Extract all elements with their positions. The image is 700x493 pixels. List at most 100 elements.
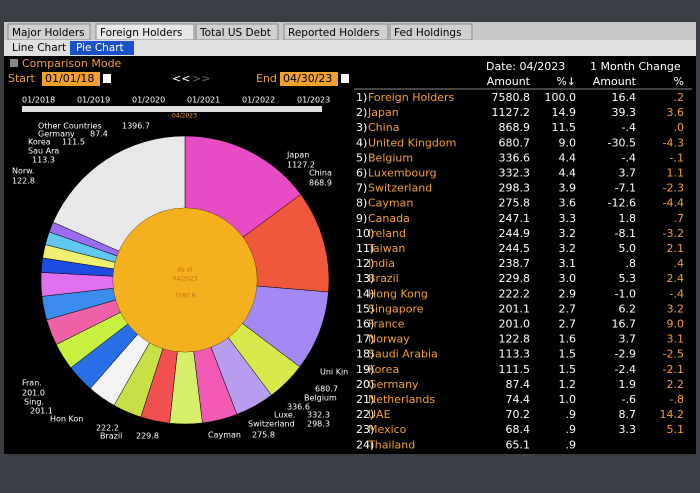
row-name[interactable]: Ireland [368,227,406,240]
column-header: Amount [593,75,637,88]
row-rank[interactable]: 4) [356,136,367,149]
row-rank[interactable]: 9) [356,212,367,225]
row-name[interactable]: Canada [368,212,410,225]
table-date: Date: 04/2023 [486,60,565,73]
row-name[interactable]: Foreign Holders [368,91,455,104]
pie-label-value: 229.8 [136,432,159,441]
row-name[interactable]: Cayman [368,197,413,210]
row-chg: 5.3 [619,272,637,285]
row-rank[interactable]: 15) [356,302,374,315]
start-value[interactable]: 01/01/18 [45,72,94,85]
end-label: End [256,72,277,85]
timeline-range [22,106,322,112]
row-name[interactable]: Brazil [368,272,399,285]
start-label: Start [8,72,36,85]
row-chg_pct: 1.1 [667,167,685,180]
pie-label-name: Sau Ara [28,147,59,156]
row-name[interactable]: United Kingdom [368,136,456,149]
row-chg: -.4 [622,121,636,134]
row-name[interactable]: Thailand [367,438,415,451]
row-rank[interactable]: 5) [356,151,367,164]
subtab-label[interactable]: Line Chart [12,42,66,54]
row-name[interactable]: Netherlands [368,393,435,406]
row-rank[interactable]: 10) [356,227,374,240]
row-rank[interactable]: 18) [356,348,374,361]
tab-label[interactable]: Total US Debt [199,27,271,39]
row-rank[interactable]: 13) [356,272,374,285]
row-chg_pct: .4 [674,257,685,270]
row-rank[interactable]: 12) [356,257,374,270]
pie-label-value: 1127.2 [287,161,315,170]
row-name[interactable]: Norway [368,333,410,346]
row-name[interactable]: Hong Kong [368,287,428,300]
row-amount: 680.7 [499,136,531,149]
row-rank[interactable]: 6) [356,167,367,180]
row-chg_pct: -.4 [670,287,684,300]
row-chg_pct: 3.1 [667,333,685,346]
row-rank[interactable]: 2) [356,106,367,119]
nav-fwd[interactable]: >> [192,72,210,85]
row-name[interactable]: Singapore [368,302,424,315]
row-name[interactable]: France [368,318,405,331]
row-rank[interactable]: 3) [356,121,367,134]
row-chg: 6.2 [619,302,637,315]
row-rank[interactable]: 24) [356,438,374,451]
tab-label[interactable]: Major Holders [12,27,85,39]
row-name[interactable]: China [368,121,399,134]
row-name[interactable]: Germany [368,378,419,391]
pie-label-name: Other Countries [38,122,102,131]
pie-label-value: 680.7 [315,385,338,394]
tab-label[interactable]: Reported Holders [288,27,379,39]
row-rank[interactable]: 7) [356,182,367,195]
row-amount: 244.5 [499,242,531,255]
tab-label[interactable]: Foreign Holders [100,27,182,39]
row-chg: 1.9 [619,378,637,391]
row-chg_pct: 2.1 [667,242,685,255]
row-amount: 275.8 [499,197,531,210]
row-rank[interactable]: 23) [356,423,374,436]
cal-icon[interactable] [103,74,111,83]
row-rank[interactable]: 19) [356,363,374,376]
row-rank[interactable]: 20) [356,378,374,391]
row-name[interactable]: Korea [368,363,399,376]
subtab-bar [4,40,696,56]
row-rank[interactable]: 16) [356,318,374,331]
row-name[interactable]: Belgium [368,151,413,164]
cal-icon[interactable] [341,74,349,83]
subtab-label[interactable]: Pie Chart [76,42,124,54]
pie-label-value: 113.3 [32,156,55,165]
row-rank[interactable]: 11) [356,242,374,255]
row-amount: 7580.8 [492,91,531,104]
row-name[interactable]: UAE [368,408,391,421]
nav-back[interactable]: << [172,72,190,85]
row-pct: 3.9 [559,182,577,195]
subtab-active[interactable] [70,41,134,55]
end-value[interactable]: 04/30/23 [283,72,332,85]
tab-label[interactable]: Fed Holdings [394,27,462,39]
row-chg: 1.8 [619,212,637,225]
start-box[interactable] [42,72,100,86]
row-amount: 247.1 [499,212,531,225]
row-name[interactable]: India [368,257,395,270]
row-name[interactable]: Luxembourg [368,167,437,180]
row-name[interactable]: Japan [367,106,399,119]
row-rank[interactable]: 21) [356,393,374,406]
row-chg: 3.7 [619,167,637,180]
row-pct: 3.6 [559,197,577,210]
row-rank[interactable]: 22) [356,408,374,421]
row-name[interactable]: Mexico [368,423,407,436]
end-box[interactable] [280,72,338,86]
row-name[interactable]: Switzerland [368,182,432,195]
pie-label-name: Korea [28,138,51,147]
row-chg: -8.1 [615,227,636,240]
row-rank[interactable]: 17) [356,333,374,346]
row-rank[interactable]: 8) [356,197,367,210]
row-rank[interactable]: 14) [356,287,374,300]
checkbox[interactable] [10,59,18,67]
row-name[interactable]: Saudi Arabia [368,348,438,361]
row-rank[interactable]: 1) [356,91,367,104]
row-chg: 16.7 [612,318,637,331]
pie-label-name: China [309,169,332,178]
row-name[interactable]: Taiwan [367,242,405,255]
pie-label-name: Belgium [304,394,337,403]
